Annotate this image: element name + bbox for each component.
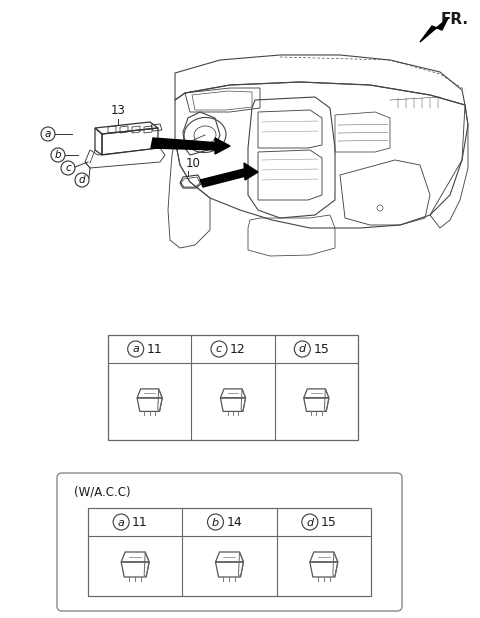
Bar <box>88 508 371 596</box>
Text: c: c <box>65 163 71 173</box>
Text: 11: 11 <box>147 343 162 356</box>
Bar <box>108 335 358 440</box>
Text: b: b <box>55 150 61 160</box>
Text: 15: 15 <box>313 343 329 356</box>
Text: 12: 12 <box>230 343 246 356</box>
Text: 14: 14 <box>227 516 242 529</box>
Polygon shape <box>244 163 258 180</box>
Text: b: b <box>212 517 219 528</box>
Text: 11: 11 <box>132 516 148 529</box>
Text: (W/A.C.C): (W/A.C.C) <box>74 486 131 499</box>
Polygon shape <box>215 138 230 154</box>
Text: d: d <box>306 517 313 528</box>
Polygon shape <box>420 18 448 42</box>
Text: a: a <box>45 129 51 139</box>
Text: FR.: FR. <box>441 12 469 27</box>
Text: c: c <box>216 344 222 355</box>
Text: d: d <box>299 344 306 355</box>
Polygon shape <box>151 138 220 150</box>
Text: a: a <box>118 517 125 528</box>
Text: 15: 15 <box>321 516 336 529</box>
Text: 13: 13 <box>110 104 125 117</box>
Text: d: d <box>79 175 85 185</box>
Text: 10: 10 <box>186 157 201 170</box>
Text: a: a <box>132 344 139 355</box>
Polygon shape <box>200 168 250 187</box>
